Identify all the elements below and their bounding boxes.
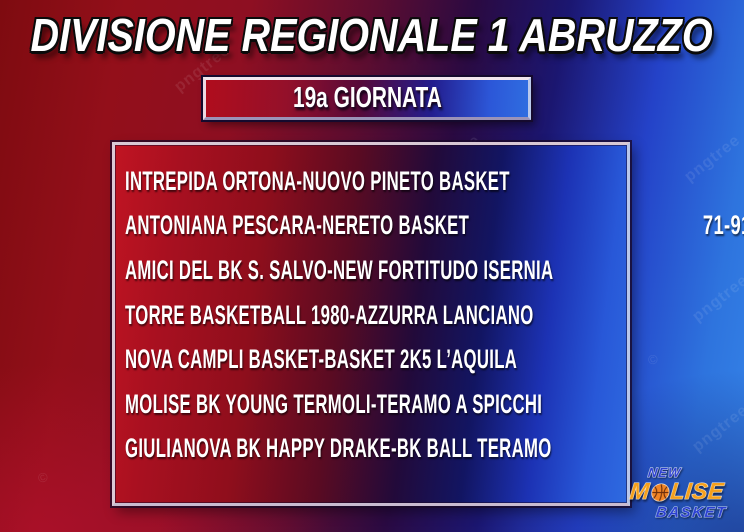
logo-word-molise: M LISE: [628, 478, 741, 505]
table-row: TORRE BASKETBALL 1980-AZZURRA LANCIANO 6…: [125, 293, 605, 338]
watermark-copyright: ©: [645, 350, 660, 369]
table-row: MOLISE BK YOUNG TERMOLI-TERAMO A SPICCHI…: [125, 382, 605, 427]
match-label: INTREPIDA ORTONA-NUOVO PINETO BASKET: [125, 165, 510, 196]
logo-molise-suffix: LISE: [669, 478, 726, 505]
table-row: GIULIANOVA BK HAPPY DRAKE-BK BALL TERAMO…: [125, 427, 605, 472]
logo-word-new: NEW: [647, 465, 683, 481]
match-label: MOLISE BK YOUNG TERMOLI-TERAMO A SPICCHI: [125, 388, 543, 419]
match-score: 71-91: [702, 210, 744, 241]
watermark: pngtree: [681, 131, 744, 186]
table-row: AMICI DEL BK S. SALVO-NEW FORTITUDO ISER…: [125, 248, 605, 293]
results-list: INTREPIDA ORTONA-NUOVO PINETO BASKET 60-…: [115, 145, 744, 503]
match-label: TORRE BASKETBALL 1980-AZZURRA LANCIANO: [125, 299, 534, 330]
table-row: NOVA CAMPLI BASKET-BASKET 2K5 L’AQUILA 9…: [125, 337, 605, 382]
logo-molise-prefix: M: [628, 478, 652, 505]
table-row: INTREPIDA ORTONA-NUOVO PINETO BASKET 60-…: [125, 159, 605, 204]
round-badge: 19a GIORNATA: [203, 77, 531, 120]
watermark-copyright: ©: [35, 468, 50, 487]
logo-word-basket: BASKET: [655, 504, 728, 522]
new-molise-basket-logo: NEW M LISE BASKET: [628, 465, 741, 530]
match-label: AMICI DEL BK S. SALVO-NEW FORTITUDO ISER…: [125, 254, 554, 285]
match-label: NOVA CAMPLI BASKET-BASKET 2K5 L’AQUILA: [125, 344, 518, 375]
title-bar: DIVISIONE REGIONALE 1 ABRUZZO: [0, 6, 744, 64]
basketball-icon: [650, 483, 670, 502]
match-label: ANTONIANA PESCARA-NERETO BASKET: [125, 210, 470, 241]
results-panel: INTREPIDA ORTONA-NUOVO PINETO BASKET 60-…: [112, 142, 744, 506]
table-row: ANTONIANA PESCARA-NERETO BASKET 71-91: [125, 204, 744, 249]
watermark: pngtree: [689, 401, 744, 456]
watermark: pngtree: [689, 271, 744, 326]
match-label: GIULIANOVA BK HAPPY DRAKE-BK BALL TERAMO: [125, 433, 552, 464]
page-title: DIVISIONE REGIONALE 1 ABRUZZO: [30, 9, 714, 61]
round-badge-label: 19a GIORNATA: [292, 82, 442, 114]
